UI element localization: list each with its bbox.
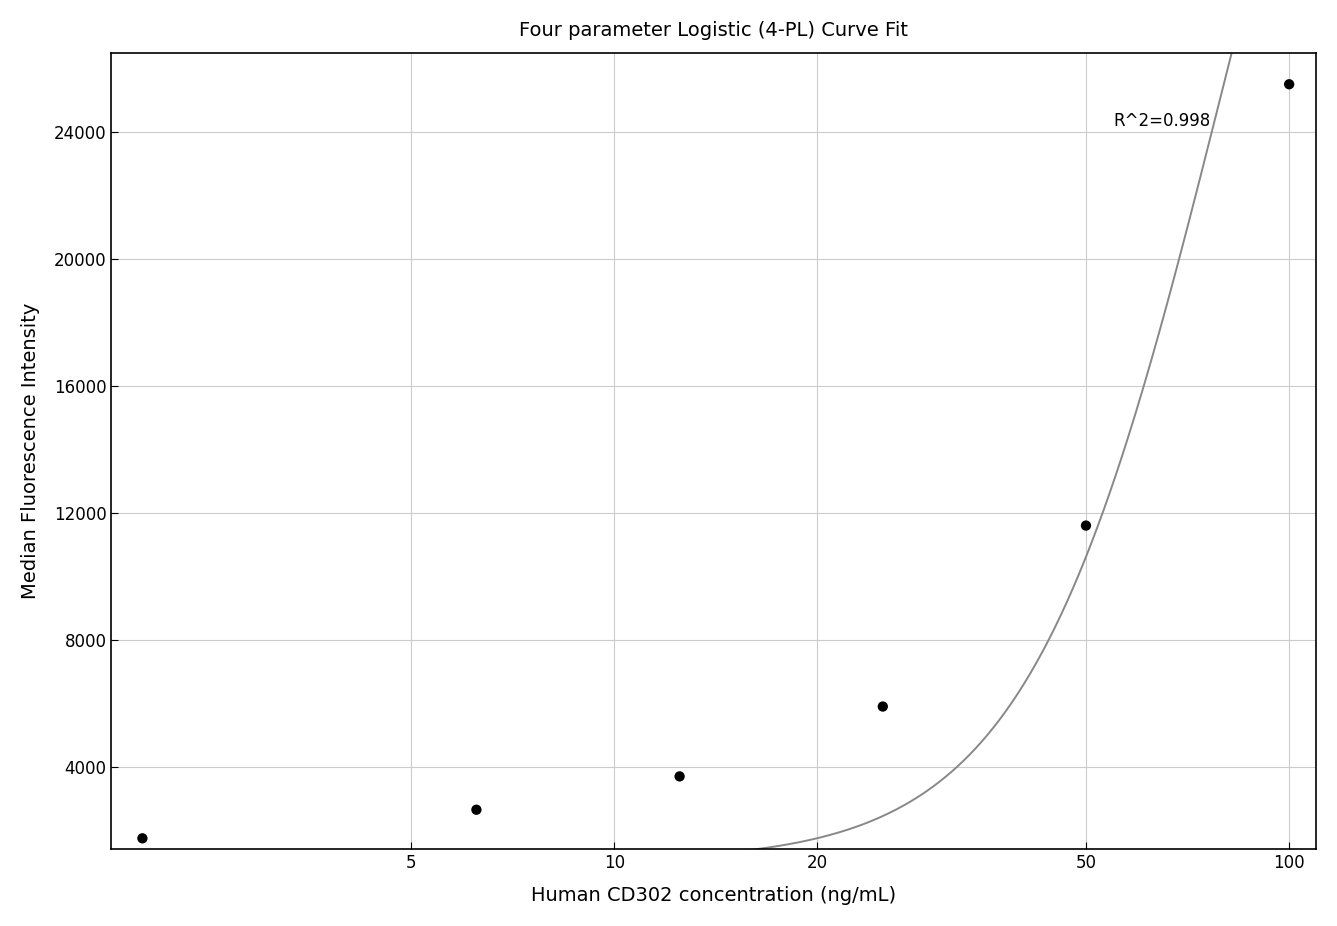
Title: Four parameter Logistic (4-PL) Curve Fit: Four parameter Logistic (4-PL) Curve Fit bbox=[519, 20, 908, 40]
Point bbox=[1278, 77, 1300, 92]
Point bbox=[872, 699, 893, 714]
Point bbox=[1075, 519, 1096, 533]
Text: R^2=0.998: R^2=0.998 bbox=[1114, 111, 1211, 130]
Point bbox=[668, 769, 690, 783]
Point bbox=[132, 831, 154, 845]
Y-axis label: Median Fluorescence Intensity: Median Fluorescence Intensity bbox=[21, 303, 40, 599]
Point bbox=[465, 802, 487, 817]
X-axis label: Human CD302 concentration (ng/mL): Human CD302 concentration (ng/mL) bbox=[531, 886, 896, 906]
